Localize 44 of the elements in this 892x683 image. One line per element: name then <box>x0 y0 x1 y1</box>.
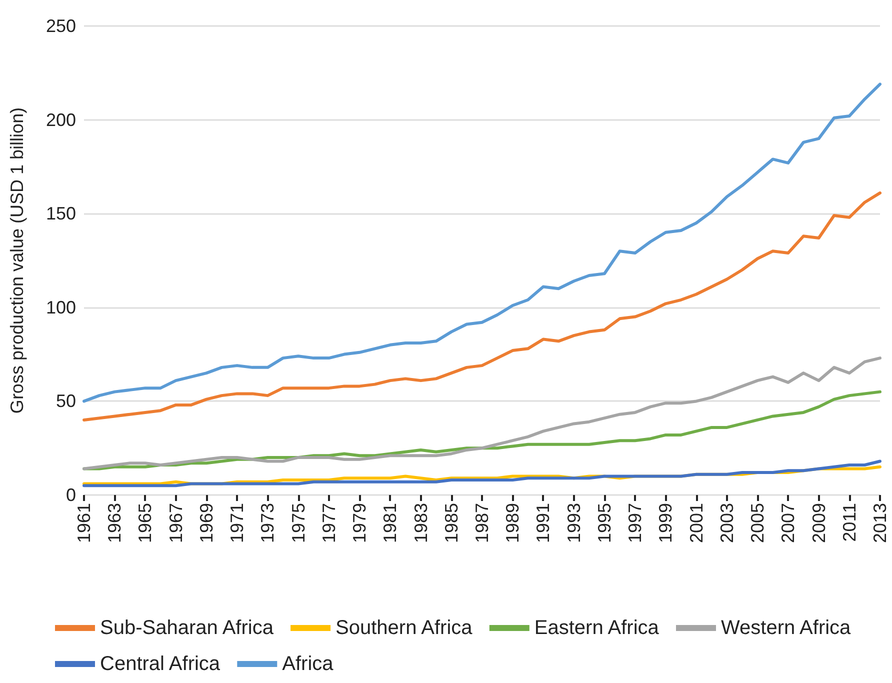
x-tick-label: 1999 <box>656 503 676 544</box>
x-tick-label: 1967 <box>166 503 186 544</box>
x-tick-label: 1977 <box>318 503 339 544</box>
x-tick-label: 1985 <box>441 503 462 544</box>
x-tick-label: 1981 <box>380 503 400 544</box>
x-tick-label: 2013 <box>870 503 890 544</box>
legend-label: Central Africa <box>100 653 221 675</box>
line-series <box>82 356 882 470</box>
x-tick-label: 1987 <box>472 503 492 544</box>
x-tick-label: 1989 <box>502 503 523 544</box>
x-tick-label: 1995 <box>594 503 614 544</box>
y-tick-label: 50 <box>56 391 76 412</box>
line-series <box>82 191 882 422</box>
x-tick-label: 1975 <box>288 503 308 544</box>
x-tick-label: 2005 <box>748 503 768 544</box>
line-series <box>82 82 882 403</box>
x-tick-label: 1963 <box>104 503 125 544</box>
x-tick-label: 1965 <box>135 503 156 544</box>
x-tick-label: 1979 <box>350 503 370 544</box>
legend-label: Western Africa <box>721 617 852 639</box>
legend-label: Eastern Africa <box>534 617 660 639</box>
x-tick-label: 1969 <box>196 503 216 544</box>
x-tick-label: 2003 <box>716 503 737 544</box>
y-tick-label: 100 <box>46 297 76 318</box>
legend-label: Africa <box>282 653 334 675</box>
x-tick-label: 1993 <box>564 503 584 544</box>
x-tick-label: 2001 <box>686 503 706 544</box>
y-tick-label: 250 <box>46 16 76 36</box>
legend-label: Southern Africa <box>336 617 474 639</box>
x-tick-label: 1997 <box>625 503 646 544</box>
x-tick-label: 2007 <box>778 503 798 544</box>
line-series <box>82 460 882 488</box>
y-tick-label: 200 <box>46 110 76 130</box>
y-tick-label: 150 <box>46 204 76 224</box>
x-tick-label: 1971 <box>227 503 248 544</box>
x-tick-label: 2009 <box>808 503 829 544</box>
legend-label: Sub-Saharan Africa <box>100 617 274 639</box>
y-tick-label: 0 <box>66 485 76 505</box>
x-tick-label: 1961 <box>74 503 94 544</box>
x-tick-label: 1983 <box>410 503 431 544</box>
x-tick-label: 1973 <box>258 503 278 544</box>
x-tick-label: 2011 <box>839 503 860 542</box>
y-axis-title: Gross production value (USD 1 billion) <box>7 107 27 414</box>
x-tick-label: 1991 <box>533 503 554 544</box>
